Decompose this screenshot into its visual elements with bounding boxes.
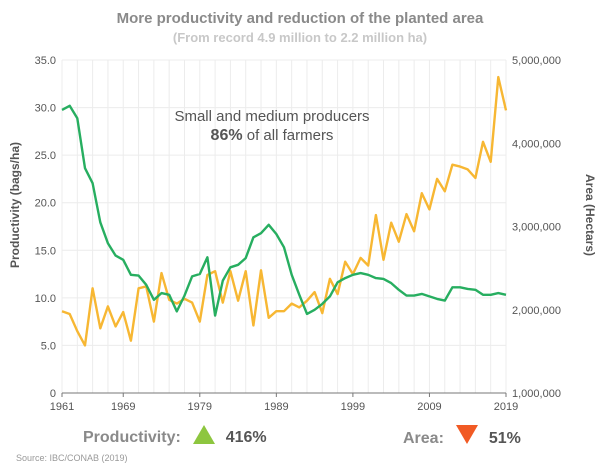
chart-subtitle: (From record 4.9 million to 2.2 million … (172, 30, 428, 45)
annotation-percent: 86% (211, 127, 243, 144)
y-left-tick-label: 25.0 (35, 150, 56, 162)
productivity-summary: Productivity: 416% (83, 425, 267, 447)
right-axis-ticks: 1,000,000 2,000,000 3,000,000 4,000,000 5,00… (512, 55, 561, 400)
grid-lines (61, 59, 507, 394)
y-right-tick-label: 4,000,000 (512, 138, 561, 150)
left-axis-ticks: 0 5.0 10.0 15.0 20.0 25.0 30.0 35.0 (35, 55, 56, 400)
y-left-tick-label: 5.0 (41, 340, 56, 352)
series-line-area (61, 104, 507, 317)
productivity-value: 416% (225, 429, 267, 446)
y-right-tick-label: 2,000,000 (512, 305, 561, 317)
x-tick-label: 1961 (50, 401, 74, 413)
y-left-tick-label: 35.0 (35, 55, 56, 67)
y-axis-left-label: Productivity (bags/ha) (8, 142, 22, 268)
x-tick-label: 2019 (494, 401, 518, 413)
x-tick-label: 2009 (417, 401, 441, 413)
y-left-tick-label: 0 (50, 388, 56, 400)
productivity-label: Productivity: (83, 429, 181, 446)
y-left-tick-label: 30.0 (35, 103, 56, 115)
y-left-tick-label: 20.0 (35, 198, 56, 210)
chart-title: More productivity and reduction of the p… (116, 10, 484, 27)
annotation-rest: of all farmers (243, 127, 334, 144)
y-left-tick-label: 15.0 (35, 245, 56, 257)
triangle-down-icon (456, 425, 479, 444)
area-summary: Area: 51% (403, 425, 521, 448)
y-axis-right-label: Area (Hectars) (583, 174, 597, 256)
series-lines (61, 75, 508, 347)
y-left-tick-label: 10.0 (35, 293, 56, 305)
x-axis-ticks: 1961 1969 1979 1989 1999 2009 2019 (50, 393, 518, 413)
series-line-productivity (61, 75, 508, 347)
y-right-tick-label: 3,000,000 (512, 222, 561, 234)
x-tick-label: 1989 (264, 401, 288, 413)
annotation-line2: 86% of all farmers (211, 127, 334, 144)
triangle-up-icon (193, 425, 216, 444)
x-tick-label: 1999 (341, 401, 365, 413)
area-label: Area: (403, 430, 444, 447)
area-value: 51% (488, 430, 521, 447)
annotation-line1: Small and medium producers (174, 108, 369, 125)
x-tick-label: 1969 (111, 401, 135, 413)
source-note: Source: IBC/CONAB (2019) (16, 453, 128, 463)
x-tick-label: 1979 (188, 401, 212, 413)
y-right-tick-label: 1,000,000 (512, 388, 561, 400)
y-right-tick-label: 5,000,000 (512, 55, 561, 67)
